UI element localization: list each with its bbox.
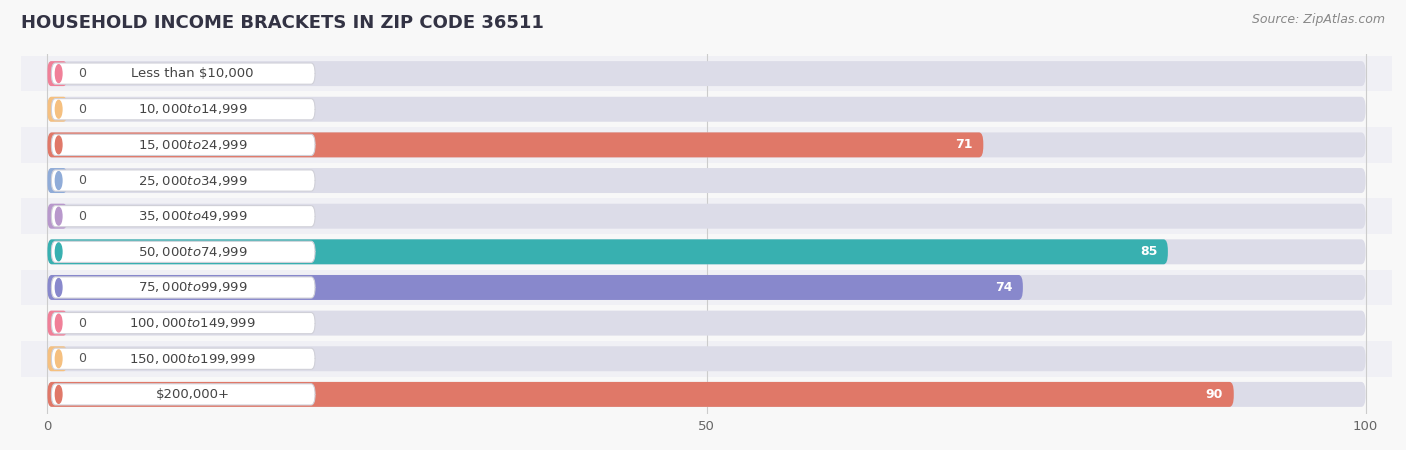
FancyBboxPatch shape — [48, 382, 1234, 407]
FancyBboxPatch shape — [21, 163, 1392, 198]
FancyBboxPatch shape — [52, 63, 315, 84]
Circle shape — [55, 100, 62, 118]
FancyBboxPatch shape — [48, 382, 1365, 407]
FancyBboxPatch shape — [48, 346, 1365, 371]
Circle shape — [55, 136, 62, 154]
Circle shape — [55, 65, 62, 82]
FancyBboxPatch shape — [48, 346, 67, 371]
Circle shape — [55, 207, 62, 225]
Text: 0: 0 — [77, 317, 86, 329]
FancyBboxPatch shape — [48, 204, 1365, 229]
Circle shape — [55, 386, 62, 403]
FancyBboxPatch shape — [48, 310, 67, 336]
FancyBboxPatch shape — [48, 168, 67, 193]
FancyBboxPatch shape — [21, 377, 1392, 412]
Text: $35,000 to $49,999: $35,000 to $49,999 — [138, 209, 247, 223]
FancyBboxPatch shape — [48, 275, 1365, 300]
FancyBboxPatch shape — [52, 277, 315, 298]
Text: 0: 0 — [77, 67, 86, 80]
FancyBboxPatch shape — [48, 275, 1024, 300]
Text: 85: 85 — [1140, 245, 1157, 258]
FancyBboxPatch shape — [52, 241, 315, 262]
FancyBboxPatch shape — [48, 97, 1365, 122]
FancyBboxPatch shape — [21, 270, 1392, 305]
FancyBboxPatch shape — [52, 134, 315, 156]
Text: $200,000+: $200,000+ — [156, 388, 229, 401]
FancyBboxPatch shape — [48, 61, 67, 86]
Text: 0: 0 — [77, 103, 86, 116]
Text: HOUSEHOLD INCOME BRACKETS IN ZIP CODE 36511: HOUSEHOLD INCOME BRACKETS IN ZIP CODE 36… — [21, 14, 544, 32]
Circle shape — [55, 350, 62, 368]
FancyBboxPatch shape — [21, 91, 1392, 127]
Text: 0: 0 — [77, 352, 86, 365]
Text: $75,000 to $99,999: $75,000 to $99,999 — [138, 280, 247, 294]
FancyBboxPatch shape — [48, 97, 67, 122]
FancyBboxPatch shape — [48, 168, 1365, 193]
FancyBboxPatch shape — [21, 127, 1392, 163]
Text: $15,000 to $24,999: $15,000 to $24,999 — [138, 138, 247, 152]
Circle shape — [55, 314, 62, 332]
FancyBboxPatch shape — [21, 56, 1392, 91]
Text: $50,000 to $74,999: $50,000 to $74,999 — [138, 245, 247, 259]
FancyBboxPatch shape — [21, 234, 1392, 270]
Text: 0: 0 — [77, 174, 86, 187]
Text: Less than $10,000: Less than $10,000 — [131, 67, 253, 80]
Text: $100,000 to $149,999: $100,000 to $149,999 — [129, 316, 256, 330]
FancyBboxPatch shape — [52, 170, 315, 191]
FancyBboxPatch shape — [52, 312, 315, 334]
FancyBboxPatch shape — [52, 384, 315, 405]
FancyBboxPatch shape — [52, 348, 315, 369]
FancyBboxPatch shape — [48, 239, 1365, 264]
FancyBboxPatch shape — [48, 61, 1365, 86]
FancyBboxPatch shape — [52, 206, 315, 227]
Circle shape — [55, 171, 62, 189]
Text: $150,000 to $199,999: $150,000 to $199,999 — [129, 352, 256, 366]
FancyBboxPatch shape — [48, 132, 983, 157]
Text: 74: 74 — [995, 281, 1012, 294]
FancyBboxPatch shape — [21, 305, 1392, 341]
FancyBboxPatch shape — [21, 341, 1392, 377]
Text: 90: 90 — [1206, 388, 1223, 401]
Text: 71: 71 — [955, 139, 973, 151]
Text: 0: 0 — [77, 210, 86, 223]
FancyBboxPatch shape — [48, 204, 67, 229]
Text: Source: ZipAtlas.com: Source: ZipAtlas.com — [1251, 14, 1385, 27]
FancyBboxPatch shape — [48, 239, 1168, 264]
Text: $25,000 to $34,999: $25,000 to $34,999 — [138, 174, 247, 188]
FancyBboxPatch shape — [48, 310, 1365, 336]
FancyBboxPatch shape — [21, 198, 1392, 234]
Circle shape — [55, 279, 62, 297]
FancyBboxPatch shape — [52, 99, 315, 120]
FancyBboxPatch shape — [48, 132, 1365, 157]
Circle shape — [55, 243, 62, 261]
Text: $10,000 to $14,999: $10,000 to $14,999 — [138, 102, 247, 116]
